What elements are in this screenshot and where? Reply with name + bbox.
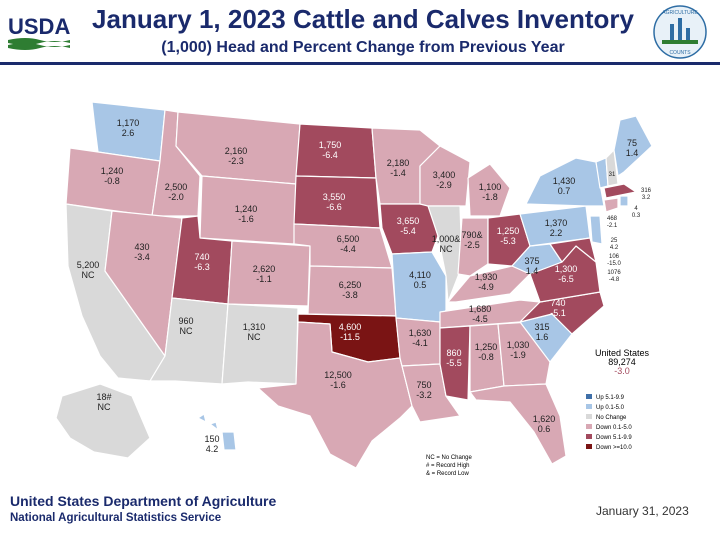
svg-text:1,300-6.5: 1,300 -6.5 [555, 264, 578, 284]
svg-text:Up 0.1-5.0: Up 0.1-5.0 [596, 405, 625, 411]
svg-text:740-5.1: 740 -5.1 [550, 298, 566, 318]
svg-text:United States: United States [595, 348, 650, 358]
svg-text:Down 0.1-5.0: Down 0.1-5.0 [596, 425, 632, 431]
svg-text:1,930-4.9: 1,930 -4.9 [475, 272, 498, 292]
usda-logo-text: USDA [8, 14, 70, 39]
us-total: United States 89,274 -3.0 [595, 348, 650, 376]
footer-org: United States Department of Agriculture [10, 493, 277, 509]
us-map: 1,170 2.6 1,240 -0.8 5,200 NC 2,500 -2.0 430… [55, 101, 653, 477]
svg-text:& = Record Low: & = Record Low [426, 471, 470, 477]
svg-text:COUNTS: COUNTS [669, 50, 691, 56]
state-ct [603, 197, 619, 213]
svg-text:2,500-2.0: 2,500 -2.0 [165, 182, 188, 202]
svg-text:4,600-11.5: 4,600 -11.5 [339, 322, 362, 342]
footer-service: National Agricultural Statistics Service [10, 512, 222, 524]
state-in [457, 217, 489, 277]
svg-text:1,250-5.3: 1,250 -5.3 [497, 226, 520, 246]
agriculture-counts-seal: AGRICULTURE COUNTS [653, 5, 707, 59]
svg-text:40.3: 4 0.3 [632, 206, 641, 219]
svg-text:106-15.0: 106 -15.0 [607, 254, 621, 267]
svg-text:2,180-1.4: 2,180 -1.4 [387, 158, 410, 178]
state-wi [419, 145, 471, 207]
legend-notes: NC = No Change # = Record High & = Recor… [426, 455, 473, 477]
state-fl [469, 383, 567, 465]
state-nm [221, 303, 299, 385]
svg-text:3,650-5.4: 3,650 -5.4 [397, 216, 420, 236]
svg-text:1,750-6.4: 1,750 -6.4 [319, 140, 342, 160]
svg-text:1076-4.8: 1076 -4.8 [607, 270, 621, 283]
svg-text:3,550-6.6: 3,550 -6.6 [323, 192, 346, 212]
svg-text:468-2.1: 468 -2.1 [607, 216, 618, 229]
svg-text:1,240-0.8: 1,240 -0.8 [101, 166, 124, 186]
header: USDA January 1, 2023 Cattle and Calves I… [0, 0, 720, 62]
legend: Up 5.1-9.9 Up 0.1-5.0 No Change Down 0.1… [586, 394, 632, 451]
svg-text:12,500-1.6: 12,500 -1.6 [324, 370, 352, 390]
svg-text:1,630-4.1: 1,630 -4.1 [409, 328, 432, 348]
state-md [549, 237, 597, 263]
state-ri [619, 195, 629, 207]
page-title: January 1, 2023 Cattle and Calves Invent… [92, 4, 634, 34]
svg-text:No Change: No Change [596, 415, 627, 421]
svg-text:740-6.3: 740 -6.3 [194, 252, 210, 272]
usda-logo: USDA [8, 14, 70, 50]
state-mi [467, 163, 511, 217]
page-subtitle: (1,000) Head and Percent Change from Pre… [161, 39, 565, 56]
svg-text:1,250-0.8: 1,250 -0.8 [475, 342, 498, 362]
header-rule [0, 62, 720, 65]
state-hi [197, 413, 237, 451]
svg-text:-3.0: -3.0 [614, 366, 630, 376]
state-ma [603, 183, 637, 199]
svg-text:750-3.2: 750 -3.2 [416, 380, 432, 400]
svg-text:3,400-2.9: 3,400 -2.9 [433, 170, 456, 190]
svg-text:Down >=10.0: Down >=10.0 [596, 445, 632, 451]
svg-text:6,250-3.8: 6,250 -3.8 [339, 280, 362, 300]
svg-text:89,274: 89,274 [608, 357, 636, 367]
svg-text:NC = No Change: NC = No Change [426, 455, 473, 461]
svg-text:2,160-2.3: 2,160 -2.3 [225, 146, 248, 166]
svg-text:18#NC: 18# NC [96, 392, 111, 412]
svg-text:790&-2.5: 790& -2.5 [461, 230, 482, 250]
state-nj [589, 215, 603, 245]
svg-text:AGRICULTURE: AGRICULTURE [662, 10, 698, 16]
svg-text:Up 5.1-9.9: Up 5.1-9.9 [596, 395, 625, 401]
footer-date: January 31, 2023 [596, 504, 689, 518]
svg-text:1,100-1.8: 1,100 -1.8 [479, 182, 502, 202]
svg-text:6,500-4.4: 6,500 -4.4 [337, 234, 360, 254]
state-ms [439, 325, 471, 401]
svg-text:1,240-1.6: 1,240 -1.6 [235, 204, 258, 224]
svg-text:751.4: 75 1.4 [626, 138, 639, 158]
svg-text:2,620-1.1: 2,620 -1.1 [253, 264, 276, 284]
svg-text:1,030-1.9: 1,030 -1.9 [507, 340, 530, 360]
svg-text:254.2: 25 4.2 [610, 238, 619, 251]
svg-text:31: 31 [609, 172, 616, 178]
svg-text:1,680-4.5: 1,680 -4.5 [469, 304, 492, 324]
svg-text:860-5.5: 860 -5.5 [446, 348, 462, 368]
state-tx [257, 321, 413, 469]
svg-text:1,000&NC: 1,000& NC [432, 234, 461, 254]
state-me [613, 115, 653, 177]
svg-text:430-3.4: 430 -3.4 [134, 242, 150, 262]
svg-text:Down 5.1-9.9: Down 5.1-9.9 [596, 435, 632, 441]
svg-text:# = Record High: # = Record High [426, 463, 470, 469]
state-ak [55, 383, 151, 459]
